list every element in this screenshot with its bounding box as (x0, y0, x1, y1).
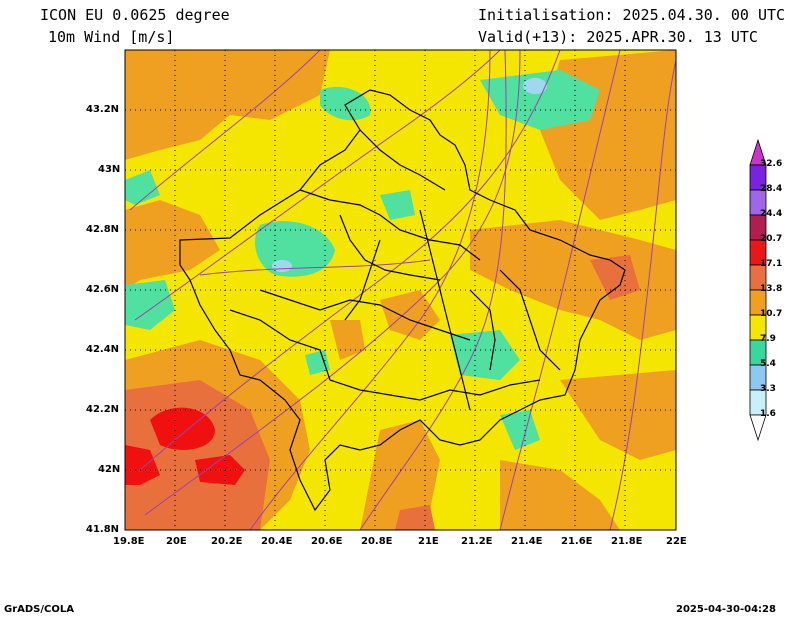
model-title: ICON EU 0.0625 degree (40, 6, 230, 24)
lat-tick-label: 43.2N (86, 104, 120, 115)
wind-field (125, 50, 676, 530)
gridlines (125, 50, 676, 530)
lat-tick-label: 41.8N (86, 524, 120, 535)
lat-tick-label: 43N (98, 164, 121, 175)
lon-tick-label: 22E (666, 536, 687, 547)
colorbar-level-label: 3.3 (760, 384, 776, 394)
colorbar-level-label: 7.9 (760, 334, 776, 344)
colorbar-level-label: 32.6 (760, 159, 783, 169)
lon-tick-label: 21.2E (461, 536, 493, 547)
lon-tick-label: 20.8E (361, 536, 393, 547)
lon-tick-label: 20.6E (311, 536, 343, 547)
valid-time-label: Valid(+13): 2025.APR.30. 13 UTC (478, 28, 758, 46)
lon-tick-label: 20.4E (261, 536, 293, 547)
lon-tick-label: 21.6E (561, 536, 593, 547)
colorbar-level-label: 20.7 (760, 234, 783, 244)
variable-title: 10m Wind [m/s] (48, 28, 175, 46)
colorbar-level-label: 28.4 (760, 184, 783, 194)
footer-credit: GrADS/COLA (4, 604, 74, 615)
lat-tick-label: 42N (98, 464, 121, 475)
streamlines (129, 50, 676, 530)
lon-tick-label: 20.2E (211, 536, 243, 547)
footer-timestamp: 2025-04-30-04:28 (676, 604, 776, 615)
lon-tick-label: 21.4E (511, 536, 543, 547)
lon-tick-label: 20E (166, 536, 187, 547)
map-frame (124, 49, 677, 531)
colorbar-level-label: 13.8 (760, 284, 783, 294)
colorbar-level-label: 5.4 (760, 359, 776, 369)
lat-tick-label: 42.6N (86, 284, 120, 295)
colorbar-level-label: 10.7 (760, 309, 783, 319)
colorbar-level-label: 24.4 (760, 209, 783, 219)
lat-tick-label: 42.8N (86, 224, 120, 235)
lat-tick-label: 42.4N (86, 344, 120, 355)
lon-tick-label: 21E (418, 536, 439, 547)
lon-tick-label: 21.8E (611, 536, 643, 547)
colorbar (749, 138, 767, 442)
lon-tick-label: 19.8E (113, 536, 145, 547)
colorbar-level-label: 1.6 (760, 409, 776, 419)
lat-tick-label: 42.2N (86, 404, 120, 415)
initialisation-label: Initialisation: 2025.04.30. 00 UTC (478, 6, 786, 24)
colorbar-level-label: 17.1 (760, 259, 783, 269)
